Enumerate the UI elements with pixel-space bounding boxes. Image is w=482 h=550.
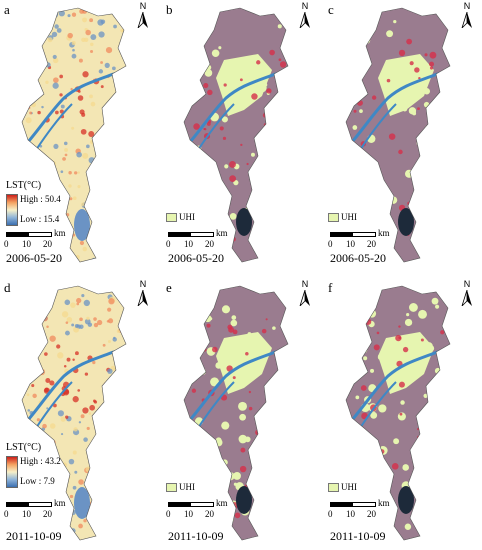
legend-high: High : 43.2 <box>20 456 61 466</box>
north-arrow-icon: N <box>298 280 312 306</box>
lst-map-2011 <box>21 285 127 541</box>
region-fill <box>184 8 288 262</box>
scale-bar: km 0 10 20 <box>4 498 66 519</box>
uhi-map-2011-f <box>345 285 451 541</box>
uhi-map-2006-b <box>183 7 289 263</box>
legend-low: Low : 15.4 <box>20 214 60 224</box>
panel-f: f N UHI km 0 10 20 2011-10-09 <box>324 278 482 548</box>
north-arrow-icon: N <box>298 2 312 28</box>
region-fill <box>346 8 450 262</box>
legend-high: High : 50.4 <box>20 194 61 204</box>
date-label: 2011-10-09 <box>168 529 224 543</box>
north-arrow-icon: N <box>136 2 150 28</box>
scale-bar: km 0 10 20 <box>4 228 66 249</box>
panel-d: d N LST(°C) High : 43.2 Low : 7.9 km 0 1… <box>0 278 158 548</box>
uhi-legend: UHI <box>328 212 357 223</box>
date-label: 2006-05-20 <box>6 251 62 265</box>
panel-b: b N UHI km 0 10 20 2006-05-20 <box>162 0 320 270</box>
panel-label: a <box>4 2 10 17</box>
scale-bar: km 0 10 20 <box>328 228 390 249</box>
uhi-legend: UHI <box>166 212 195 223</box>
north-arrow-icon: N <box>460 280 474 306</box>
legend-low: Low : 7.9 <box>20 476 55 486</box>
color-ramp <box>6 456 18 488</box>
lst-map-2006 <box>21 7 127 263</box>
scale-bar: km 0 10 20 <box>328 498 390 519</box>
date-label: 2011-10-09 <box>330 529 386 543</box>
scale-bar: km 0 10 20 <box>166 498 228 519</box>
legend-title: LST(°C) <box>6 442 42 453</box>
panel-label: b <box>166 2 173 17</box>
panel-label: c <box>328 2 334 17</box>
north-arrow-icon: N <box>136 280 150 306</box>
north-arrow-icon: N <box>460 2 474 28</box>
uhi-legend: UHI <box>328 482 357 493</box>
uhi-legend: UHI <box>166 482 195 493</box>
date-label: 2011-10-09 <box>6 529 62 543</box>
panel-label: f <box>328 280 333 295</box>
panel-label: d <box>4 280 11 295</box>
date-label: 2006-05-20 <box>168 251 224 265</box>
legend-title: LST(°C) <box>6 180 42 191</box>
uhi-map-2011-e <box>183 285 289 541</box>
panel-c: c N UHI km 0 10 20 2006-05-20 <box>324 0 482 270</box>
scale-bar: km 0 10 20 <box>166 228 228 249</box>
panel-a: a N LST(°C) High : 50.4 Low : 15.4 km 0 … <box>0 0 158 270</box>
uhi-map-2006-c <box>345 7 451 263</box>
panel-label: e <box>166 280 172 295</box>
color-ramp <box>6 194 18 226</box>
region-fill <box>22 286 126 540</box>
panel-e: e N UHI km 0 10 20 2011-10-09 <box>162 278 320 548</box>
date-label: 2006-05-20 <box>330 251 386 265</box>
